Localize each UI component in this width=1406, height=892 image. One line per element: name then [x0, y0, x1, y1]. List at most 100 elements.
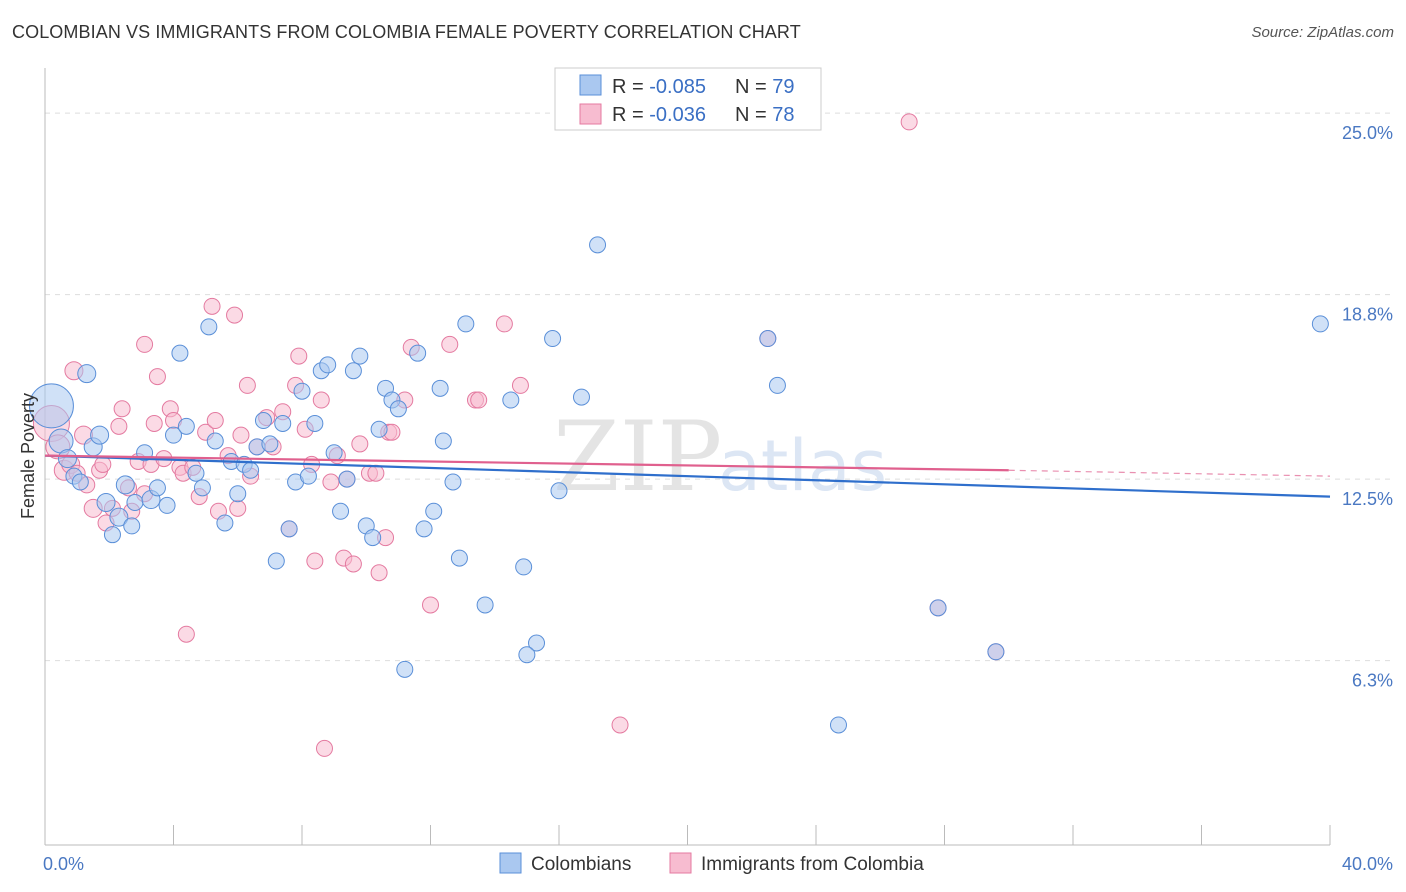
point-colombians [351, 347, 369, 365]
svg-text:R = -0.036: R = -0.036 [612, 104, 706, 126]
point-colombians [280, 520, 298, 538]
point-colombians [515, 558, 533, 576]
point-colombians [829, 716, 847, 734]
point-immigrants [113, 400, 131, 418]
bottom-legend-swatch-pink [669, 852, 692, 874]
legend-r-label-1: R = [612, 76, 649, 98]
point-colombians [319, 356, 337, 374]
y-tick-labels: 6.3% 12.5% 18.8% 25.0% [1342, 123, 1393, 690]
point-colombians [77, 364, 97, 384]
point-colombians [768, 376, 786, 394]
point-immigrants [322, 473, 340, 491]
point-colombians [528, 634, 546, 652]
trend-line-colombians [44, 454, 1331, 498]
point-colombians [325, 444, 343, 462]
point-colombians [177, 417, 195, 435]
point-colombians [450, 549, 468, 567]
legend-swatch-blue [579, 74, 602, 96]
point-colombians [193, 479, 211, 497]
point-immigrants [238, 376, 256, 394]
point-colombians [364, 529, 382, 547]
point-immigrants [315, 739, 333, 757]
point-immigrants [94, 455, 112, 473]
bottom-legend-label-colombians: Colombians [531, 854, 631, 875]
point-immigrants [148, 368, 166, 386]
point-colombians [332, 502, 350, 520]
legend-n-label-1: N = [735, 76, 772, 98]
point-colombians [338, 470, 356, 488]
point-colombians [457, 315, 475, 333]
point-immigrants [145, 414, 163, 432]
point-colombians [28, 383, 74, 429]
point-colombians [759, 330, 777, 348]
point-colombians [293, 382, 311, 400]
point-colombians [572, 388, 590, 406]
source-credit: Source: ZipAtlas.com [1251, 24, 1394, 41]
point-colombians [502, 391, 520, 409]
point-colombians [987, 643, 1005, 661]
point-immigrants [290, 347, 308, 365]
svg-text:R = -0.085: R = -0.085 [612, 76, 706, 98]
point-immigrants [177, 625, 195, 643]
point-colombians [267, 552, 285, 570]
point-immigrants [370, 564, 388, 582]
point-colombians [123, 517, 141, 535]
point-immigrants [511, 376, 529, 394]
point-colombians [90, 425, 110, 445]
point-colombians [434, 432, 452, 450]
point-colombians [206, 432, 224, 450]
point-immigrants [344, 555, 362, 573]
point-immigrants [306, 552, 324, 570]
trend-line-immigrants-extension [1008, 469, 1331, 477]
point-immigrants [110, 417, 128, 435]
y-tick-label: 18.8% [1342, 305, 1393, 325]
point-colombians [306, 414, 324, 432]
point-colombians [103, 526, 121, 544]
y-tick-label: 6.3% [1352, 671, 1393, 691]
chart-title: COLOMBIAN VS IMMIGRANTS FROM COLOMBIA FE… [12, 22, 801, 42]
point-colombians [425, 502, 443, 520]
point-immigrants [441, 335, 459, 353]
point-colombians [216, 514, 234, 532]
point-colombians [444, 473, 462, 491]
series-colombians-points [28, 236, 1329, 734]
point-colombians [171, 344, 189, 362]
trend-lines [44, 454, 1331, 498]
point-colombians [187, 464, 205, 482]
gridlines [45, 112, 1393, 662]
point-colombians [242, 461, 260, 479]
point-colombians [544, 330, 562, 348]
bottom-legend-swatch-blue [499, 852, 522, 874]
point-colombians [57, 449, 77, 469]
point-colombians [344, 362, 362, 380]
point-colombians [165, 426, 182, 444]
point-colombians [431, 379, 449, 397]
watermark: ZIP atlas [553, 401, 887, 513]
x-tick-label-min: 0.0% [43, 854, 84, 874]
point-colombians [261, 435, 279, 453]
point-colombians [299, 467, 317, 485]
x-tick-labels: 0.0% 40.0% [43, 854, 1393, 874]
point-immigrants [203, 297, 221, 315]
point-colombians [929, 599, 947, 617]
point-immigrants [312, 391, 330, 409]
legend-swatch-pink [579, 103, 602, 125]
point-colombians [115, 475, 135, 495]
point-colombians [96, 492, 116, 512]
point-immigrants [611, 716, 629, 734]
y-axis-title: Female Poverty [18, 393, 38, 519]
point-colombians [389, 400, 407, 418]
point-immigrants [470, 391, 488, 409]
watermark-zip: ZIP [553, 401, 722, 513]
point-immigrants [232, 426, 250, 444]
legend-box: R = -0.085 N = 79 R = -0.036 N = 78 [554, 67, 822, 131]
point-colombians [229, 485, 247, 503]
legend-r-label-2: R = [612, 104, 649, 126]
x-tick-label-max: 40.0% [1342, 854, 1393, 874]
trend-line-immigrants [44, 454, 1009, 472]
point-colombians [370, 420, 388, 438]
legend-n-value-2: 78 [772, 104, 794, 126]
point-immigrants [900, 113, 918, 131]
point-colombians [126, 493, 144, 511]
